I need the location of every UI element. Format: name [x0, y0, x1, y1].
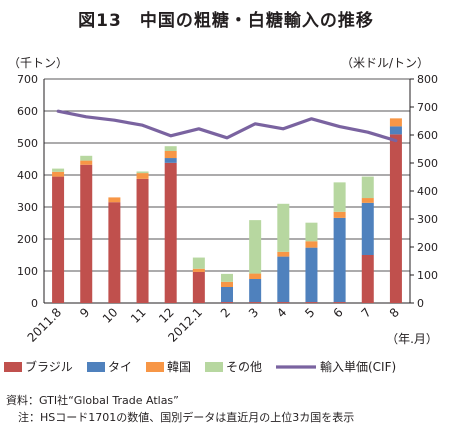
x-tick-label: 2011.8: [25, 305, 65, 345]
y-tick-left: 700: [17, 73, 38, 86]
chart-svg: 0 100 200 300 400 500 600 700 0 100 200 300 400 500 60…: [4, 73, 438, 374]
x-tick-label: 7: [359, 305, 374, 320]
y-tick-right: 600: [417, 129, 438, 142]
bar-korea: [277, 251, 290, 257]
x-tick-label: 9: [77, 305, 92, 320]
bar-korea: [192, 268, 205, 272]
y-tick-right: 500: [417, 157, 438, 170]
bar-korea: [221, 281, 233, 287]
y-tick-left: 300: [17, 201, 38, 214]
x-tick-label: 4: [274, 305, 289, 320]
bar-brazil: [333, 302, 346, 303]
x-axis-label: （年.月）: [386, 332, 438, 346]
y-tick-left: 100: [17, 265, 38, 278]
x-tick-label: 11: [128, 305, 149, 326]
bar-brazil: [52, 176, 65, 303]
bar-brazil: [192, 271, 205, 303]
legend-label-price: 輸入単価(CIF): [320, 359, 396, 374]
legend-label-other: その他: [226, 360, 262, 374]
bar-other: [164, 146, 177, 151]
bar-brazil: [136, 178, 149, 303]
bar-other: [305, 222, 318, 242]
y-tick-right: 400: [417, 185, 438, 198]
bar-korea: [249, 273, 262, 279]
bar-other: [221, 273, 233, 282]
y-tick-right: 300: [417, 213, 438, 226]
bar-brazil: [361, 255, 374, 303]
bar-brazil: [305, 302, 318, 303]
bar-brazil: [108, 202, 121, 303]
legend-swatch-korea: [146, 362, 164, 372]
bar-korea: [305, 241, 318, 248]
y-tick-right: 700: [417, 101, 438, 114]
bar-korea: [136, 173, 149, 179]
bar-other: [361, 176, 374, 199]
bar-other: [249, 220, 262, 274]
y-tick-right: 100: [417, 269, 438, 282]
y-tick-left: 200: [17, 233, 38, 246]
source-note: 資料：GTI社“Global Trade Atlas”: [6, 394, 179, 407]
y-tick-left: 500: [17, 137, 38, 150]
bar-korea: [389, 118, 402, 127]
bar-korea: [361, 198, 374, 203]
x-tick-label: 2: [218, 305, 233, 320]
bar-other: [52, 168, 65, 172]
bar-thailand: [277, 256, 290, 303]
bar-korea: [333, 211, 346, 218]
x-tick-label: 3: [246, 305, 261, 320]
bar-thailand: [249, 279, 262, 303]
bar-brazil: [389, 134, 402, 303]
bar-brazil: [164, 162, 177, 303]
bar-other: [277, 203, 290, 252]
x-tick-label: 8: [387, 305, 402, 320]
line-price: [56, 109, 398, 143]
bar-other: [80, 155, 93, 161]
x-tick-label: 5: [302, 305, 317, 320]
footnote: 注：HSコード1701の数値、国別データは直近月の上位3カ国を表示: [18, 411, 355, 424]
y-tick-left: 600: [17, 105, 38, 118]
bar-other: [333, 182, 346, 212]
bar-korea: [52, 171, 65, 177]
bar-thailand: [361, 202, 374, 255]
legend-label-brazil: ブラジル: [25, 359, 73, 374]
bar-thailand: [221, 287, 233, 303]
bar-korea: [164, 151, 177, 159]
bar-other: [136, 171, 149, 174]
bar-brazil: [221, 302, 233, 303]
y-tick-left: 0: [31, 297, 38, 310]
legend-swatch-other: [205, 362, 223, 372]
bar-brazil: [277, 302, 290, 303]
legend-label-thailand: タイ: [108, 360, 132, 374]
x-tick-label: 12: [156, 305, 177, 326]
bar-other: [192, 257, 205, 269]
chart-title: 図13 中国の粗糖・白糖輸入の推移: [78, 11, 374, 31]
bar-thailand: [305, 247, 318, 303]
bar-korea: [108, 197, 121, 203]
bar-thailand: [333, 217, 346, 303]
y-axis-right-label: （米ドル/トン）: [341, 56, 430, 70]
bar-brazil: [249, 302, 262, 303]
legend-swatch-brazil: [4, 362, 22, 372]
x-tick-label: 6: [330, 305, 345, 320]
x-tick-label: 10: [100, 305, 121, 326]
legend-swatch-thailand: [87, 362, 105, 372]
bar-thailand: [389, 126, 402, 135]
bar-brazil: [80, 164, 93, 303]
y-tick-left: 400: [17, 169, 38, 182]
y-tick-right: 800: [417, 73, 438, 86]
y-tick-right: 200: [417, 241, 438, 254]
legend-label-korea: 韓国: [167, 360, 191, 374]
y-tick-right: 0: [417, 297, 424, 310]
bar-thailand: [164, 158, 177, 163]
bar-korea: [80, 160, 93, 165]
y-axis-left-label: （千トン）: [8, 56, 69, 70]
